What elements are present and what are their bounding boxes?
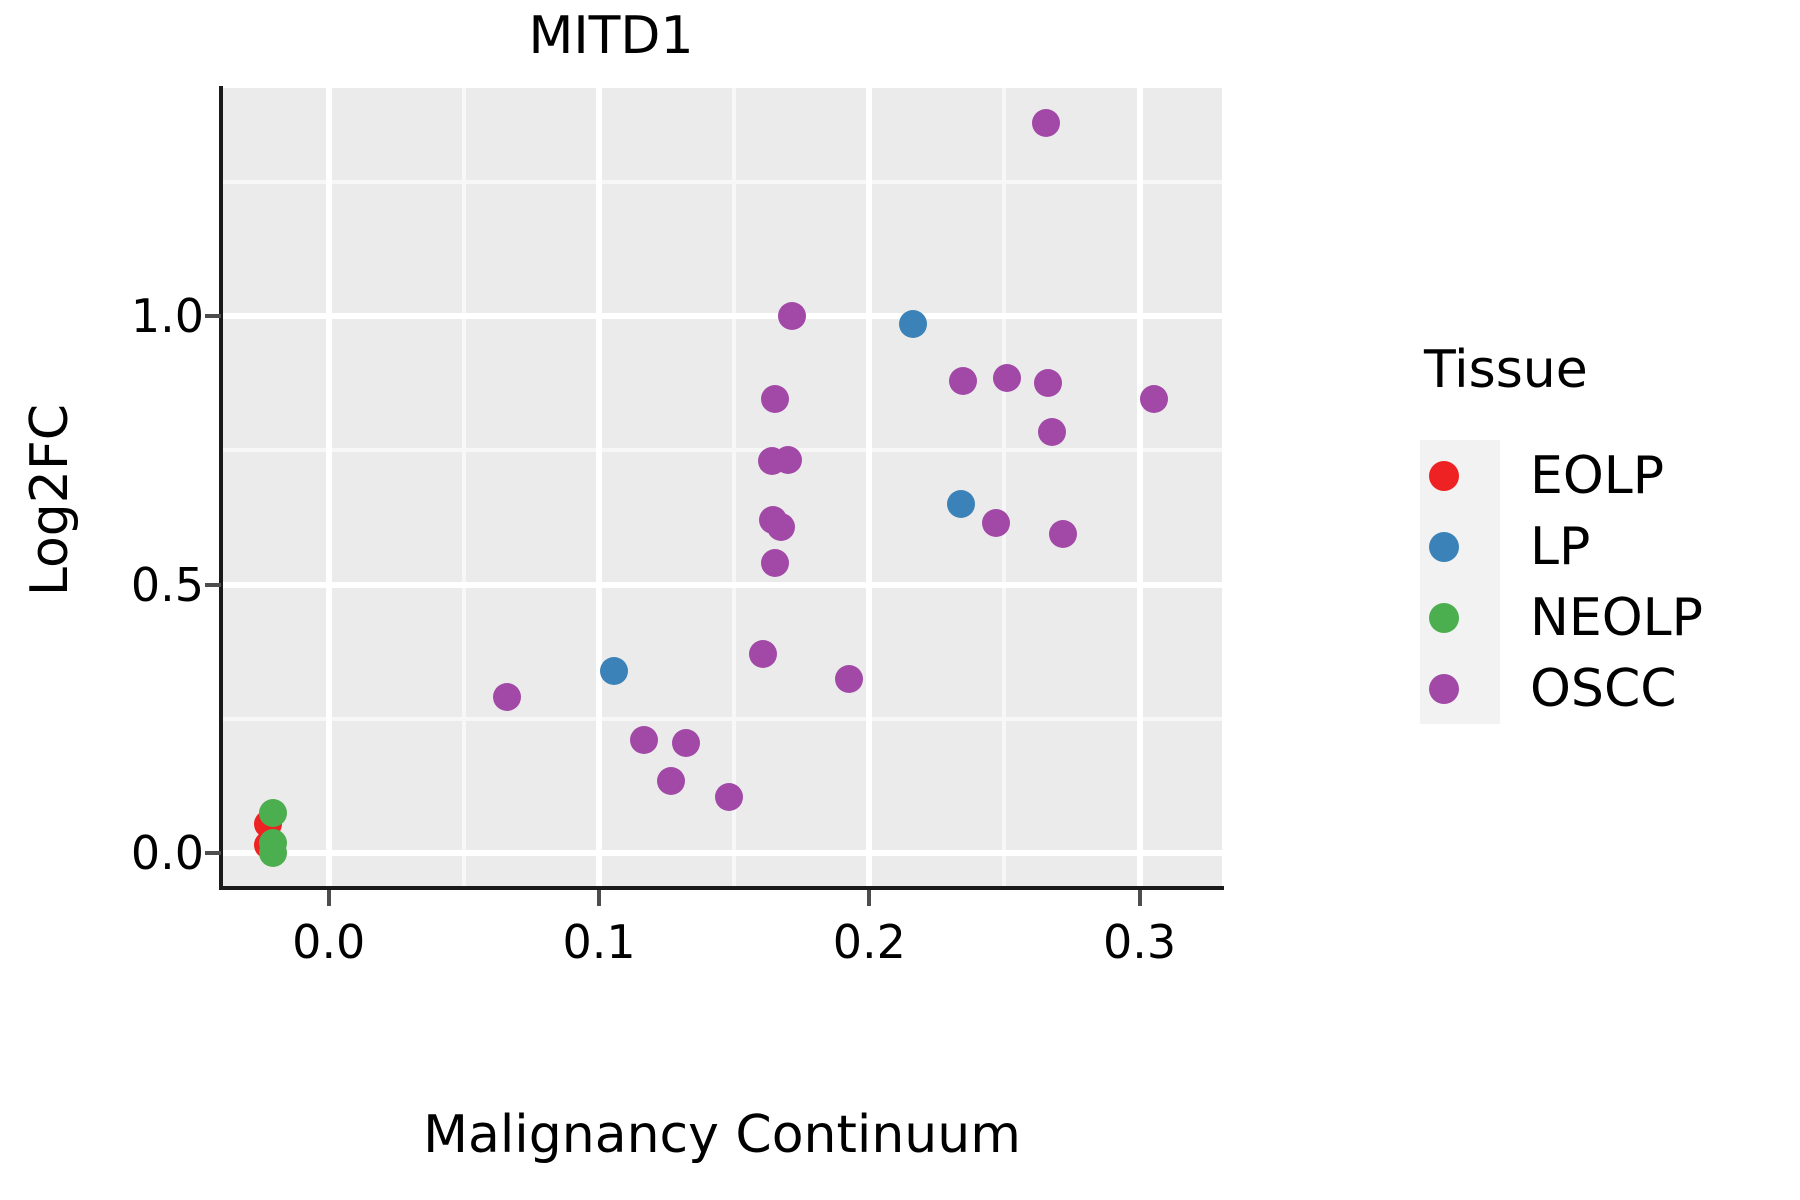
grid-line-major-x [596,88,603,888]
data-point-oscc [748,640,777,669]
grid-line-major-x [1136,88,1143,888]
chart-title: MITD1 [528,6,694,66]
data-point-oscc [1140,385,1169,414]
data-point-oscc [835,664,864,693]
grid-line-major-y [222,850,1222,857]
data-point-oscc [714,782,743,811]
data-point-oscc [760,549,789,578]
legend-item-oscc[interactable]: OSCC [1420,653,1780,724]
legend-item-label: LP [1530,516,1591,577]
data-point-oscc [656,766,685,795]
legend-item-label: OSCC [1530,658,1677,719]
data-point-oscc [760,385,789,414]
x-axis-label: Malignancy Continuum [423,1105,1021,1165]
x-axis-tick-label: 0.3 [1102,915,1177,969]
legend: Tissue EOLP LP NEOLP OSCC [1420,340,1780,724]
data-point-oscc [767,512,796,541]
legend-item-eolp[interactable]: EOLP [1420,440,1780,511]
y-axis-tick-label: 0.5 [130,557,204,612]
legend-item-neolp[interactable]: NEOLP [1420,582,1780,653]
grid-line-minor-x [1002,88,1007,888]
legend-swatch-icon [1429,531,1459,562]
x-axis-tick-label: 0.1 [562,915,636,969]
y-axis-tick-label: 0.0 [130,826,204,881]
data-point-oscc [1033,369,1062,398]
grid-line-minor-x [732,88,737,888]
data-point-oscc [774,446,803,475]
grid-line-major-x [325,88,332,888]
data-point-oscc [1032,108,1061,137]
legend-title: Tissue [1424,340,1588,400]
legend-item-label: NEOLP [1530,587,1704,648]
data-point-oscc [493,683,522,712]
y-axis-tick [205,851,221,856]
grid-line-minor-x [461,88,466,888]
data-point-oscc [1048,519,1077,548]
x-axis-tick [597,890,602,906]
data-point-oscc [1037,417,1066,446]
data-point-oscc [948,366,977,395]
x-axis-line [219,886,1224,890]
data-point-oscc [778,302,807,331]
grid-line-major-y [222,313,1222,320]
plot-panel [222,88,1222,888]
legend-item-lp[interactable]: LP [1420,511,1780,582]
x-axis-tick-label: 0.0 [292,915,366,969]
legend-swatch-icon [1429,673,1459,704]
data-point-lp [947,490,976,519]
data-point-oscc [982,508,1011,537]
data-point-neolp [259,839,288,868]
data-point-oscc [993,363,1022,392]
x-axis-tick [867,890,872,906]
x-axis-tick [1137,890,1142,906]
x-axis-tick [326,890,331,906]
legend-swatch-icon [1429,602,1459,633]
y-axis-tick [205,582,221,587]
y-axis-label: Log2FC [20,403,80,597]
x-axis-tick-label: 0.2 [832,915,906,969]
y-axis-tick [205,314,221,319]
y-axis-tick-label: 1.0 [130,289,204,344]
grid-line-minor-y [222,716,1222,721]
data-point-neolp [259,798,288,827]
data-point-oscc [629,726,658,755]
data-point-oscc [671,729,700,758]
y-axis-line [219,86,223,890]
grid-line-minor-y [222,448,1222,453]
data-point-lp [599,656,628,685]
grid-line-major-x [866,88,873,888]
data-point-lp [898,310,927,339]
legend-swatch-icon [1429,460,1459,491]
legend-item-label: EOLP [1530,445,1665,506]
grid-line-minor-y [222,179,1222,184]
grid-line-major-y [222,581,1222,588]
